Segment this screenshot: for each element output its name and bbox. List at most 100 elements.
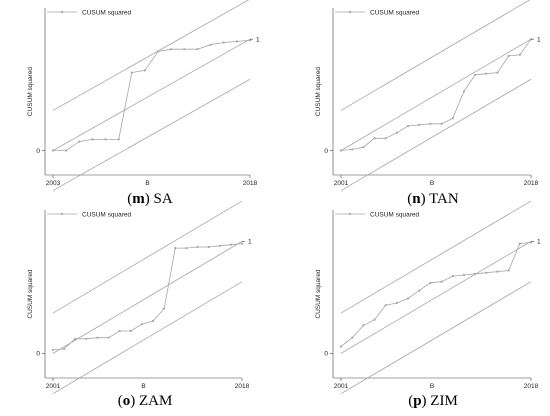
data-point: [96, 336, 99, 339]
y-tick-label: 0: [324, 148, 328, 155]
data-point: [496, 270, 499, 273]
reference-line: [52, 38, 251, 151]
data-point: [51, 348, 55, 352]
data-point: [74, 337, 77, 340]
y-tick-label: 0: [36, 351, 40, 358]
data-point: [395, 301, 398, 305]
data-point: [395, 131, 398, 134]
data-point: [440, 122, 443, 125]
y-tick-label-right: 1: [256, 36, 260, 43]
chart-panel-n: CUSUM squared 0 1 2001 2018 B CUSUM squared: [315, 0, 541, 191]
caption-panel-n: (n) TAN: [407, 191, 459, 207]
data-point: [485, 72, 488, 75]
caption-panel-m: (m) SA: [127, 191, 173, 207]
legend-marker: [60, 10, 64, 14]
data-point: [384, 137, 387, 140]
x-tick-label: 2003: [46, 180, 61, 187]
y-axis-title: CUSUM squared: [315, 269, 322, 319]
y-axis-title: CUSUM squared: [27, 67, 34, 117]
data-point: [474, 272, 477, 275]
data-point: [140, 323, 144, 326]
data-point: [170, 48, 173, 51]
series-line: [52, 243, 243, 351]
data-point: [222, 41, 225, 44]
upper-bound-line: [340, 200, 532, 314]
data-point: [418, 123, 421, 126]
data-point: [85, 337, 88, 340]
chart-panel-o: CUSUM squared 0 1 2001 2018 B CUSUM squared: [27, 200, 252, 395]
legend-marker: [348, 10, 352, 14]
x-tick-label: 2018: [524, 383, 539, 390]
data-point: [440, 280, 443, 283]
y-axis-title: CUSUM squared: [315, 67, 322, 117]
data-point: [451, 117, 454, 120]
data-point: [129, 329, 132, 333]
y-tick-label-right: 1: [537, 239, 541, 246]
data-point: [518, 53, 521, 56]
data-point: [248, 39, 252, 42]
data-point: [462, 90, 466, 93]
data-point: [156, 50, 160, 53]
data-point: [130, 71, 133, 74]
data-point: [185, 246, 188, 250]
data-point: [207, 245, 210, 249]
lower-bound-line: [52, 78, 251, 191]
data-point: [362, 324, 365, 327]
x-tick-label: 2018: [524, 180, 539, 187]
data-point: [339, 345, 343, 348]
series-line: [340, 242, 532, 347]
data-point: [529, 241, 533, 244]
data-point: [406, 124, 410, 128]
data-point: [65, 149, 68, 152]
x-tick-label: 2018: [243, 180, 258, 187]
y-tick-label: 0: [324, 351, 328, 358]
x-axis-title: B: [430, 383, 434, 390]
data-point: [373, 137, 376, 140]
data-point: [362, 146, 365, 149]
data-point: [429, 122, 432, 125]
legend-marker: [60, 212, 64, 216]
upper-bound-line: [52, 200, 243, 314]
data-point: [384, 304, 387, 307]
upper-bound-line: [340, 0, 531, 111]
data-point: [240, 242, 244, 245]
x-tick-label: 2001: [334, 180, 349, 187]
y-axis-title: CUSUM squared: [27, 269, 34, 319]
data-point: [78, 140, 81, 143]
series-line: [340, 38, 532, 151]
lower-bound-line: [340, 281, 532, 395]
legend-label: CUSUM squared: [82, 211, 132, 218]
data-point: [196, 245, 199, 249]
data-point: [474, 73, 477, 76]
reference-line: [52, 241, 243, 354]
data-point: [174, 246, 177, 250]
upper-bound-line: [52, 0, 250, 111]
legend-label: CUSUM squared: [370, 9, 420, 16]
lower-bound-line: [52, 281, 243, 395]
data-point: [373, 318, 376, 321]
data-point: [518, 242, 521, 245]
data-point: [63, 347, 66, 350]
data-point: [339, 149, 343, 152]
data-point: [351, 148, 354, 151]
data-point: [235, 40, 238, 43]
legend-label: CUSUM squared: [82, 9, 132, 16]
data-point: [91, 138, 94, 141]
data-point: [51, 149, 55, 152]
data-point: [496, 71, 499, 74]
y-tick-label: 0: [36, 148, 40, 155]
data-point: [451, 274, 454, 278]
reference-line: [340, 38, 532, 151]
x-axis-title: B: [141, 383, 145, 390]
caption-panel-o: (o) ZAM: [117, 393, 173, 409]
series-line: [53, 39, 251, 151]
x-axis-title: B: [145, 180, 149, 187]
data-point: [351, 336, 354, 339]
lower-bound-line: [340, 78, 532, 191]
x-axis-title: B: [430, 180, 434, 187]
data-point: [163, 307, 166, 310]
data-point: [418, 289, 421, 292]
chart-panel-m: CUSUM squared 0 1 2003 2018 B CUSUM squared: [27, 0, 260, 191]
data-point: [507, 54, 510, 57]
data-point: [485, 271, 488, 274]
